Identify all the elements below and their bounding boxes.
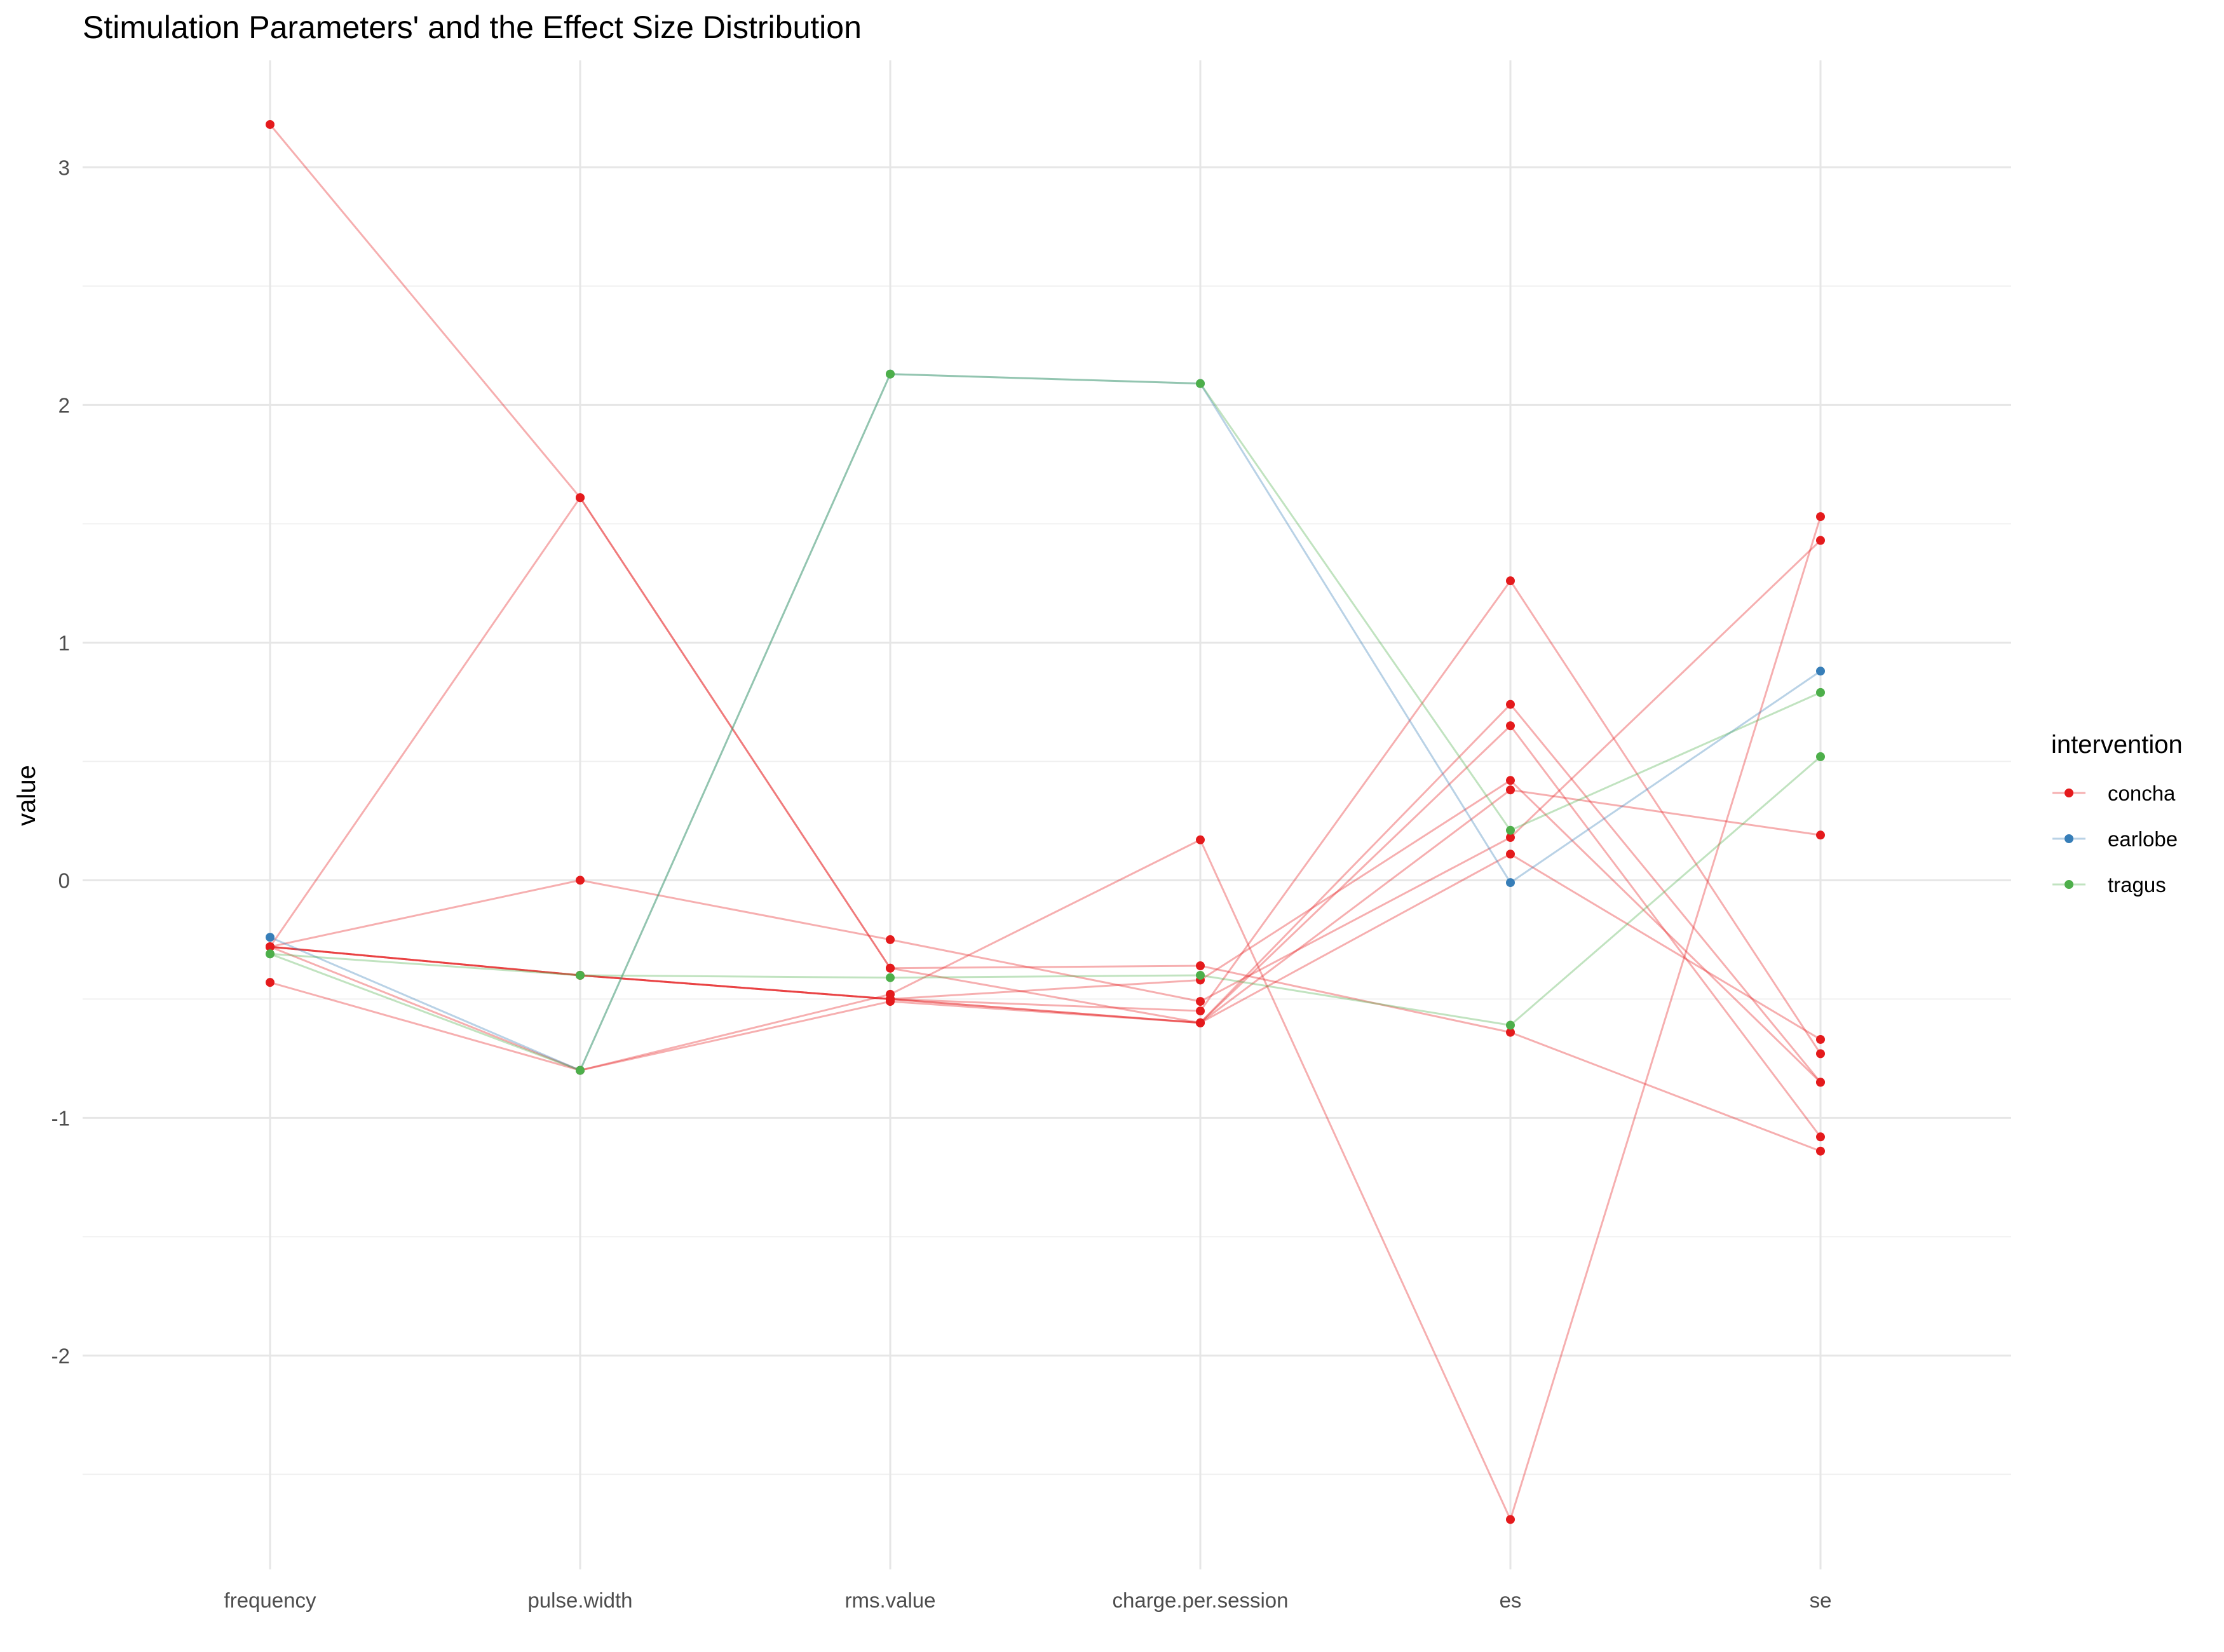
data-point-concha — [1506, 776, 1515, 785]
series-line-concha — [269, 516, 1822, 1520]
data-point-tragus — [886, 973, 895, 982]
data-point-concha — [886, 935, 895, 944]
x-tick-label: rms.value — [844, 1588, 935, 1612]
x-tick-label: frequency — [224, 1588, 316, 1612]
series-line-concha — [269, 579, 1822, 1055]
data-point-concha — [1506, 850, 1515, 859]
series-line-tragus — [269, 755, 1821, 1027]
series-line-concha — [269, 779, 1822, 1083]
data-point-tragus — [576, 970, 585, 980]
series-line-concha — [269, 539, 1822, 1003]
data-point-tragus — [1506, 825, 1515, 835]
data-point-concha — [1506, 721, 1515, 731]
data-point-earlobe — [1506, 878, 1515, 888]
data-point-concha — [1196, 1018, 1205, 1027]
data-point-concha — [1196, 1006, 1205, 1016]
series-line-concha — [269, 789, 1821, 1072]
data-point-concha — [1506, 1515, 1515, 1524]
data-point-concha — [1816, 1146, 1825, 1156]
minor-gridlines — [83, 285, 2011, 1475]
legend-key-point — [2065, 834, 2073, 843]
data-point-concha — [886, 963, 895, 973]
series-line-concha — [269, 124, 1821, 1153]
data-point-earlobe — [266, 933, 275, 942]
series-line-concha — [269, 853, 1821, 1041]
data-point-concha — [1506, 785, 1515, 795]
data-point-concha — [1506, 1027, 1515, 1037]
series-line-concha — [269, 724, 1822, 1138]
data-point-earlobe — [1816, 667, 1825, 676]
legend-key-point — [2065, 789, 2073, 797]
y-axis-title: value — [13, 765, 41, 826]
data-point-tragus — [886, 369, 895, 379]
data-point-concha — [1816, 512, 1825, 522]
legend-label-concha: concha — [2108, 782, 2176, 805]
data-point-concha — [1816, 1078, 1825, 1087]
legend-key-point — [2065, 880, 2073, 889]
x-tick-label: pulse.width — [527, 1588, 632, 1612]
data-point-concha — [1196, 997, 1205, 1006]
y-tick-label: -1 — [51, 1106, 70, 1130]
data-point-concha — [576, 876, 585, 885]
series-line-concha — [269, 496, 1822, 1083]
data-point-concha — [1506, 576, 1515, 586]
legend: intervention concha earlobe tragus — [2051, 731, 2183, 897]
data-point-tragus — [1506, 1020, 1515, 1030]
major-gridlines — [83, 60, 2011, 1569]
legend-label-earlobe: earlobe — [2108, 827, 2178, 851]
data-point-concha — [576, 493, 585, 503]
data-point-concha — [266, 119, 275, 129]
x-tick-label: se — [1810, 1588, 1832, 1612]
data-point-concha — [1506, 833, 1515, 843]
data-point-concha — [1816, 536, 1825, 545]
data-point-concha — [1816, 1132, 1825, 1142]
data-point-concha — [266, 942, 275, 952]
y-tick-label: -2 — [51, 1344, 70, 1367]
series-points — [266, 119, 1825, 1524]
data-point-tragus — [1816, 752, 1825, 761]
legend-label-tragus: tragus — [2108, 873, 2166, 897]
x-tick-label: es — [1500, 1588, 1522, 1612]
data-point-concha — [266, 978, 275, 987]
data-point-tragus — [576, 1066, 585, 1075]
data-point-concha — [1816, 830, 1825, 840]
data-point-concha — [1506, 700, 1515, 709]
series-line-tragus — [269, 373, 1821, 1072]
x-axis-tick-labels: frequency pulse.width rms.value charge.per.… — [224, 1588, 1832, 1612]
y-axis-tick-labels: -2 -1 0 1 2 3 — [51, 156, 70, 1367]
data-point-tragus — [1196, 970, 1205, 980]
data-point-concha — [1196, 961, 1205, 970]
series-lines — [269, 124, 1822, 1520]
data-point-tragus — [1196, 379, 1205, 388]
y-tick-label: 3 — [58, 156, 70, 179]
series-line-earlobe — [269, 373, 1821, 1072]
data-point-tragus — [266, 949, 275, 959]
y-tick-label: 2 — [58, 393, 70, 417]
y-tick-label: 1 — [58, 631, 70, 654]
y-tick-label: 0 — [58, 869, 70, 892]
x-tick-label: charge.per.session — [1112, 1588, 1288, 1612]
data-point-concha — [886, 994, 895, 1004]
legend-title: intervention — [2051, 731, 2183, 759]
data-point-concha — [1196, 835, 1205, 844]
chart-title: Stimulation Parameters' and the Effect S… — [83, 10, 862, 45]
data-point-tragus — [1816, 687, 1825, 697]
data-point-concha — [1816, 1049, 1825, 1059]
data-point-concha — [1816, 1034, 1825, 1044]
